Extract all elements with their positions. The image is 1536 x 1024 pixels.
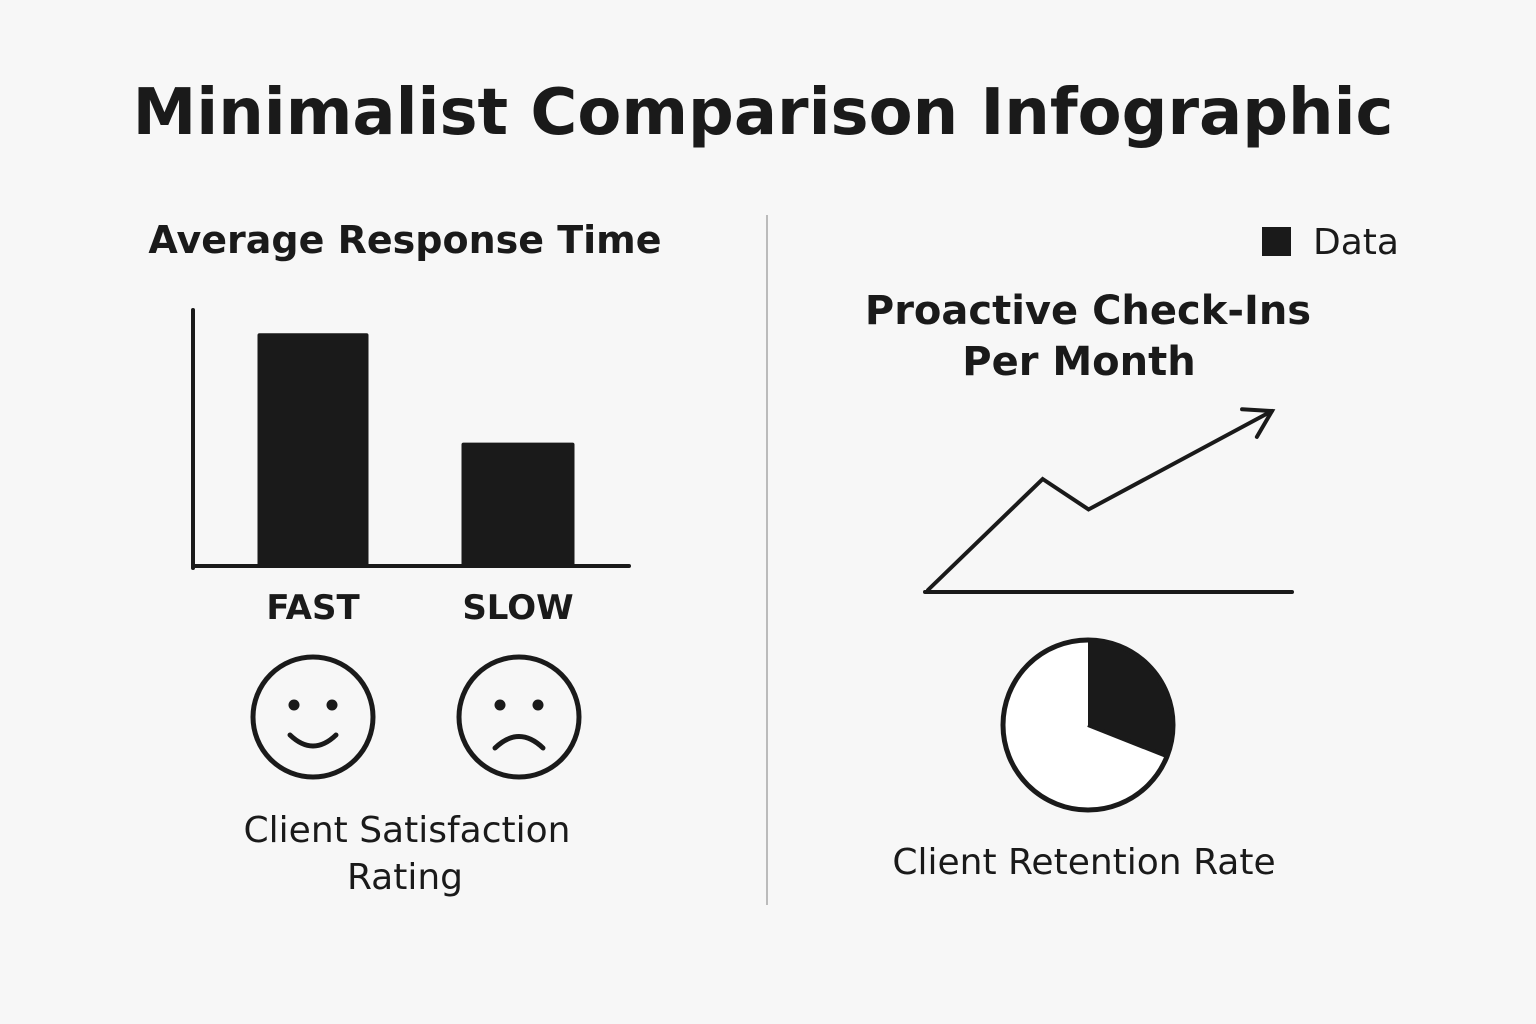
line-chart-title-line2: Per Month (962, 339, 1195, 385)
bar-label-fast: FAST (266, 588, 360, 628)
legend-label: Data (1313, 222, 1399, 263)
bar-label-slow: SLOW (462, 588, 573, 628)
page-title: Minimalist Comparison Infographic (133, 76, 1394, 150)
smiley-face-icon (250, 654, 376, 780)
line-chart-title-line1: Proactive Check-Ins (865, 288, 1311, 334)
check-ins-chart: Data Proactive Check-Ins Per Month (865, 222, 1399, 594)
satisfaction-rating-section: Client Satisfaction Rating (244, 654, 582, 898)
pie-caption: Client Retention Rate (892, 842, 1275, 883)
pie-slice-1 (1003, 640, 1168, 810)
pie-outline (1000, 637, 1176, 813)
retention-rate-chart: Client Retention Rate (892, 637, 1276, 883)
legend-swatch (1262, 227, 1291, 256)
satisfaction-caption-line1: Client Satisfaction (244, 810, 571, 851)
upward-trend-arrow-icon (1240, 407, 1276, 439)
pie-slice-boundary (1087, 723, 1168, 759)
trend-line (926, 409, 1274, 592)
satisfaction-caption-line2: Rating (347, 857, 463, 898)
bar-chart-title: Average Response Time (148, 218, 661, 262)
frowning-face-icon (456, 654, 582, 780)
bar-slow (461, 442, 575, 566)
bar-fast (257, 333, 369, 566)
response-time-chart: Average Response Time FAST SLOW (148, 218, 661, 628)
